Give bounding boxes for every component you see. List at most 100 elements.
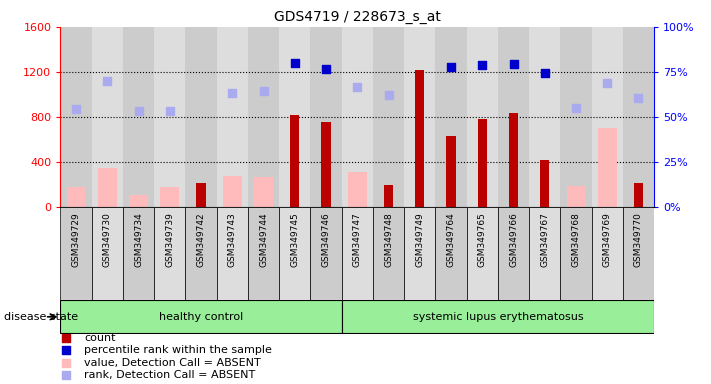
Bar: [248, 27, 279, 207]
Bar: [498, 27, 529, 207]
Text: GSM349730: GSM349730: [103, 212, 112, 267]
Bar: [342, 300, 654, 333]
Bar: [529, 27, 560, 207]
Bar: [186, 207, 217, 300]
Text: GSM349770: GSM349770: [634, 212, 643, 267]
Point: [227, 90, 238, 96]
Text: GSM349764: GSM349764: [447, 212, 456, 267]
Text: GSM349768: GSM349768: [572, 212, 580, 267]
Text: GSM349765: GSM349765: [478, 212, 487, 267]
Bar: [478, 119, 487, 207]
Bar: [592, 207, 623, 300]
Point: [570, 104, 582, 111]
Point: [539, 70, 550, 76]
Point: [321, 66, 332, 72]
Text: rank, Detection Call = ABSENT: rank, Detection Call = ABSENT: [84, 370, 255, 380]
Bar: [311, 207, 342, 300]
Bar: [161, 187, 179, 207]
Text: GSM349734: GSM349734: [134, 212, 143, 267]
Point: [405, 50, 417, 56]
Bar: [466, 27, 498, 207]
Point: [102, 78, 113, 84]
Text: GSM349769: GSM349769: [603, 212, 611, 267]
Point: [508, 61, 519, 67]
Bar: [279, 27, 311, 207]
Bar: [623, 27, 654, 207]
Bar: [154, 207, 186, 300]
Point: [445, 65, 456, 71]
Text: GSM349748: GSM349748: [384, 212, 393, 267]
Text: GSM349767: GSM349767: [540, 212, 550, 267]
Bar: [447, 136, 456, 207]
Bar: [342, 207, 373, 300]
Text: GSM349729: GSM349729: [72, 212, 80, 267]
Point: [289, 60, 301, 66]
Bar: [415, 70, 424, 207]
Bar: [342, 27, 373, 207]
Bar: [98, 168, 117, 207]
Title: GDS4719 / 228673_s_at: GDS4719 / 228673_s_at: [274, 10, 441, 25]
Bar: [279, 207, 311, 300]
Text: count: count: [84, 333, 116, 343]
Bar: [509, 113, 518, 207]
Bar: [321, 122, 331, 207]
Bar: [254, 177, 273, 207]
Text: GSM349766: GSM349766: [509, 212, 518, 267]
Bar: [466, 207, 498, 300]
Text: GSM349746: GSM349746: [321, 212, 331, 267]
Point: [164, 108, 176, 114]
Bar: [348, 172, 367, 207]
Point: [351, 84, 363, 90]
Bar: [217, 27, 248, 207]
Bar: [404, 27, 435, 207]
Text: GSM349747: GSM349747: [353, 212, 362, 267]
Bar: [567, 187, 585, 207]
Bar: [592, 27, 623, 207]
Text: percentile rank within the sample: percentile rank within the sample: [84, 345, 272, 355]
Point: [476, 62, 488, 68]
Bar: [373, 27, 404, 207]
Bar: [384, 185, 393, 207]
Point: [383, 91, 394, 98]
Point: [133, 108, 144, 114]
Bar: [560, 27, 592, 207]
Text: healthy control: healthy control: [159, 312, 243, 322]
Bar: [60, 207, 92, 300]
Text: GSM349744: GSM349744: [259, 212, 268, 266]
Text: GSM349742: GSM349742: [196, 212, 205, 266]
Bar: [223, 176, 242, 207]
Point: [633, 95, 644, 101]
Bar: [129, 195, 148, 207]
Point: [70, 106, 82, 112]
Bar: [598, 128, 616, 207]
Bar: [186, 27, 217, 207]
Bar: [123, 27, 154, 207]
Bar: [498, 207, 529, 300]
Bar: [560, 207, 592, 300]
Bar: [60, 300, 342, 333]
Text: GSM349745: GSM349745: [290, 212, 299, 267]
Bar: [529, 207, 560, 300]
Bar: [311, 27, 342, 207]
Point: [405, 163, 417, 169]
Bar: [92, 207, 123, 300]
Bar: [435, 207, 466, 300]
Bar: [60, 27, 92, 207]
Text: systemic lupus erythematosus: systemic lupus erythematosus: [412, 312, 583, 322]
Bar: [196, 182, 205, 207]
Point: [602, 80, 613, 86]
Bar: [248, 207, 279, 300]
Bar: [154, 27, 186, 207]
Text: value, Detection Call = ABSENT: value, Detection Call = ABSENT: [84, 358, 261, 368]
Bar: [634, 182, 643, 207]
Bar: [67, 187, 85, 207]
Bar: [404, 207, 435, 300]
Text: GSM349749: GSM349749: [415, 212, 424, 267]
Bar: [540, 160, 550, 207]
Bar: [92, 27, 123, 207]
Point: [258, 88, 269, 94]
Bar: [623, 207, 654, 300]
Text: GSM349743: GSM349743: [228, 212, 237, 267]
Bar: [123, 207, 154, 300]
Bar: [217, 207, 248, 300]
